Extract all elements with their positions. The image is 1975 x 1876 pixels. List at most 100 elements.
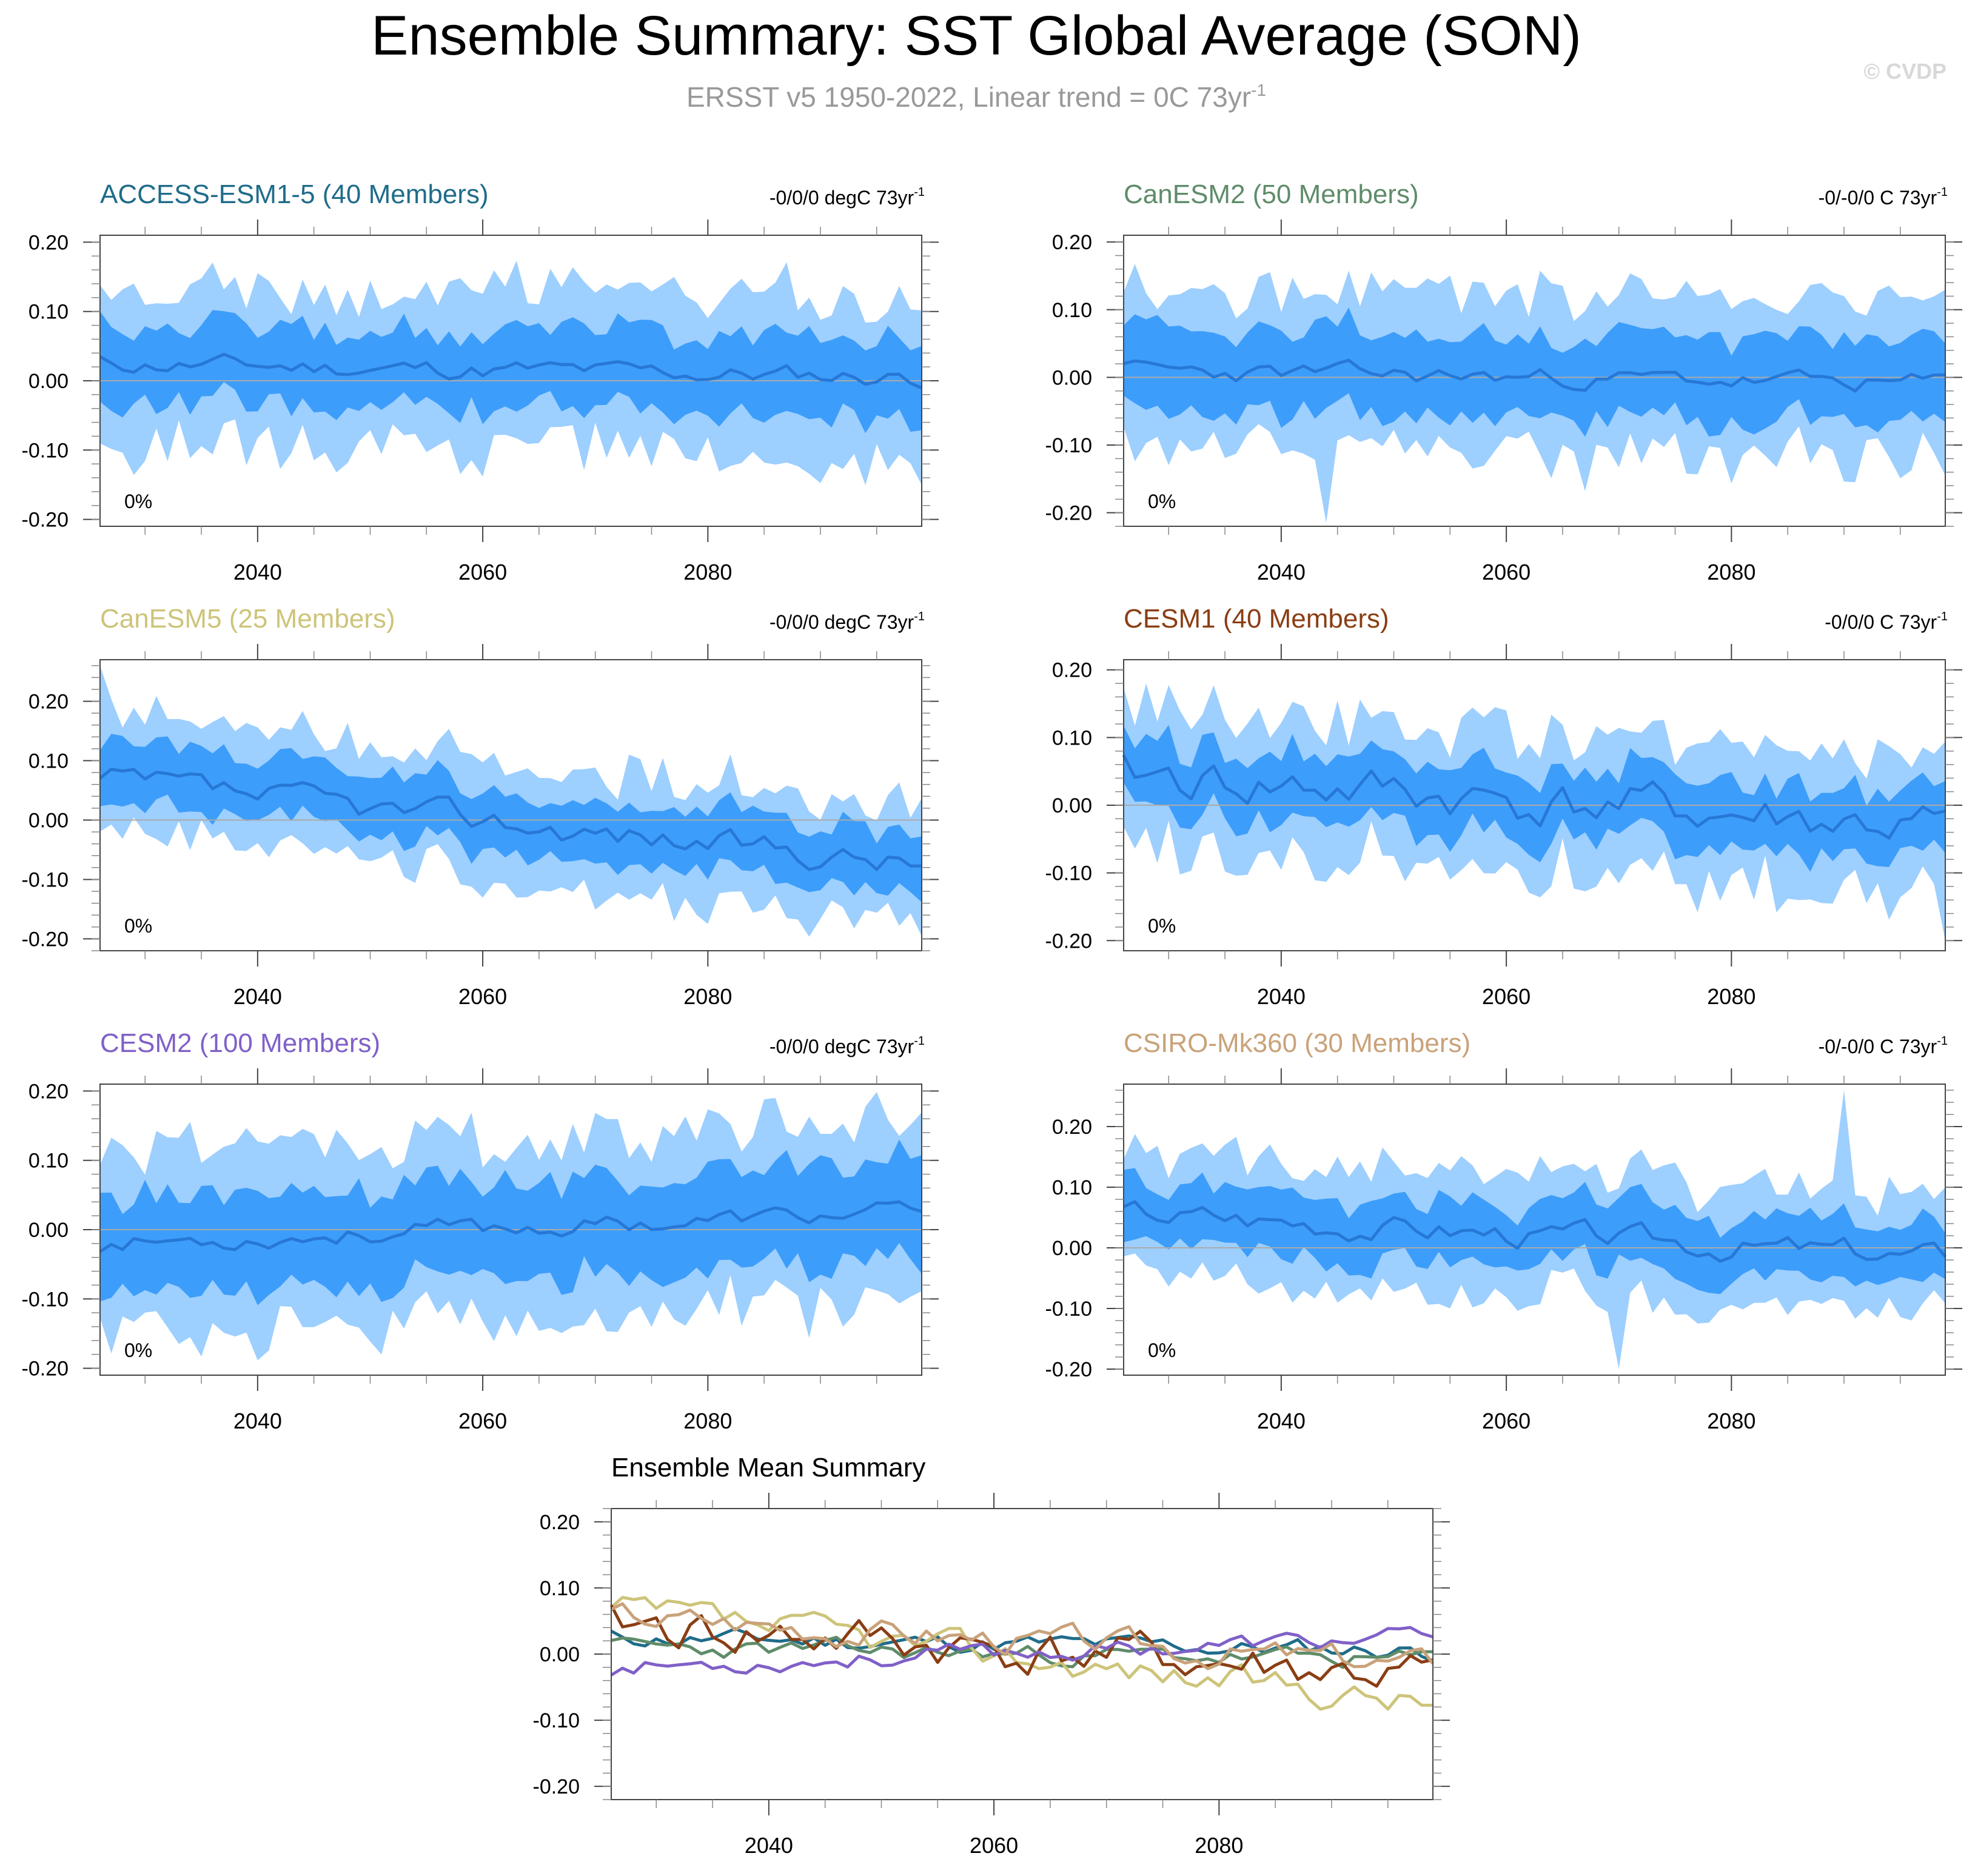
figure-title: Ensemble Summary: SST Global Average (SO… [371,5,1581,67]
xtick-label: 2080 [683,1409,732,1433]
xtick-label: 2040 [1257,1409,1306,1433]
trend-text: -0/0/0 C 73yr [1825,611,1937,633]
watermark: © CVDP [1863,59,1946,84]
ensemble-mean-line [99,1200,922,1253]
plot-frame [1123,235,1946,527]
ytick-label: -0.20 [1045,1358,1093,1381]
trend-sup: -1 [1937,1034,1948,1048]
xtick-label: 2080 [683,984,732,1009]
trend-sup: -1 [1937,610,1948,623]
ensemble-mean-line [1123,358,1946,393]
xtick-label: 2060 [458,560,507,585]
panel-title: CSIRO-Mk360 (30 Members) [1124,1028,1470,1058]
panel-4: CESM2 (100 Members) -0/0/0 degC 73yr-1 0% 0… [22,1028,939,1433]
ytick-label: 0.20 [29,691,69,714]
ensemble-mean-line [1122,754,1946,840]
ytick-label: 0.20 [1052,659,1092,682]
ytick-label: 0.20 [1052,231,1092,254]
ytick-label: 0.00 [29,809,69,832]
ytick-label: 0.00 [29,370,69,393]
panel-6: Ensemble Mean Summary 0.20 0.10 0.00 -0.10 -0… [533,1453,1450,1858]
panel-title: CESM2 (100 Members) [100,1028,380,1058]
inner-spread-band [100,1139,922,1305]
xtick-label: 2060 [458,984,507,1009]
ytick-label: 0.10 [1052,1176,1092,1199]
percent-label: 0% [124,1339,152,1361]
ytick-label: -0.20 [22,1358,69,1381]
ytick-label: 0.20 [29,1080,69,1103]
ytick-label: 0.00 [1052,1237,1092,1260]
figure-subtitle: ERSST v5 1950-2022, Linear trend = 0C 73… [686,81,1266,113]
panel-trend-label: -0/-0/0 C 73yr-1 [1819,186,1948,209]
ytick-label: -0.20 [1045,502,1093,525]
ytick-label: 0.10 [1052,299,1092,322]
trend-sup: -1 [914,186,925,199]
trend-text: -0/0/0 degC 73yr [770,611,914,633]
xtick-label: 2080 [1707,560,1755,585]
trend-text: -0/-0/0 C 73yr [1819,187,1937,209]
xtick-label: 2040 [233,1409,282,1433]
ytick-label: 0.00 [29,1219,69,1242]
plot-frame [1123,1084,1946,1376]
panel-title: ACCESS-ESM1-5 (40 Members) [100,179,489,209]
ytick-label: -0.10 [22,1288,69,1311]
panel-title: CanESM5 (25 Members) [100,604,395,634]
series-line-CanESM2 [611,1635,1433,1669]
trend-text: -0/-0/0 C 73yr [1819,1036,1937,1057]
ensemble-mean-line [99,352,922,390]
inner-spread-band [1124,725,1945,872]
xtick-label: 2080 [1707,984,1755,1009]
ytick-label: -0.20 [1045,930,1093,953]
xtick-label: 2060 [1482,984,1531,1009]
ytick-label: -0.10 [1045,862,1093,885]
ytick-label: 0.10 [29,301,69,324]
panel-trend-label: -0/0/0 degC 73yr-1 [770,1034,925,1057]
xtick-label: 2060 [970,1833,1018,1858]
xtick-label: 2040 [233,984,282,1009]
ytick-label: 0.00 [1052,366,1092,389]
panel-3: CESM1 (40 Members) -0/0/0 C 73yr-1 0% 0.20 0… [1045,604,1962,1009]
ensemble-mean-line [99,768,922,871]
xtick-label: 2080 [1707,1409,1755,1433]
xtick-label: 2060 [1482,560,1531,585]
series-line-CESM2 [610,1626,1433,1677]
xtick-label: 2060 [458,1409,507,1433]
ytick-label: -0.20 [22,509,69,532]
figure-subtitle-sup: -1 [1251,81,1266,99]
series-line-CESM1 [609,1604,1433,1688]
trend-sup: -1 [914,1034,925,1048]
ensemble-mean-line [1122,1200,1946,1263]
panel-1: CanESM2 (50 Members) -0/-0/0 C 73yr-1 0% 0.… [1045,179,1962,585]
ytick-label: -0.20 [22,928,69,951]
ytick-label: 0.00 [1052,794,1092,817]
panel-5: CSIRO-Mk360 (30 Members) -0/-0/0 C 73yr-1… [1045,1028,1962,1433]
ytick-label: 0.00 [540,1643,580,1666]
xtick-label: 2060 [1482,1409,1531,1433]
ytick-label: 0.10 [540,1577,580,1600]
percent-label: 0% [1148,491,1176,512]
panel-title: CESM1 (40 Members) [1124,604,1389,634]
trend-sup: -1 [1937,186,1948,199]
plot-frame [99,659,922,951]
ytick-label: -0.10 [22,439,69,462]
inner-spread-band [100,310,922,434]
trend-text: -0/0/0 degC 73yr [770,1036,914,1057]
ytick-label: -0.10 [22,868,69,891]
panel-title: CanESM2 (50 Members) [1124,179,1419,209]
panel-trend-label: -0/0/0 degC 73yr-1 [770,186,925,209]
ytick-label: 0.10 [29,1150,69,1173]
series-line-CSIRO-Mk360 [610,1602,1434,1670]
ytick-label: 0.10 [29,750,69,773]
percent-label: 0% [1148,1339,1176,1361]
ytick-label: -0.10 [1045,1298,1093,1321]
ytick-label: -0.10 [1045,434,1093,457]
panel-2: CanESM5 (25 Members) -0/0/0 degC 73yr-1 0%… [22,604,939,1009]
panel-title: Ensemble Mean Summary [611,1453,925,1482]
trend-text: -0/0/0 degC 73yr [770,187,914,209]
panels-group: ACCESS-ESM1-5 (40 Members) -0/0/0 degC 73… [22,179,1962,1858]
percent-label: 0% [124,915,152,937]
ytick-label: -0.20 [533,1775,580,1798]
ytick-label: -0.10 [533,1709,580,1732]
trend-sup: -1 [914,610,925,623]
